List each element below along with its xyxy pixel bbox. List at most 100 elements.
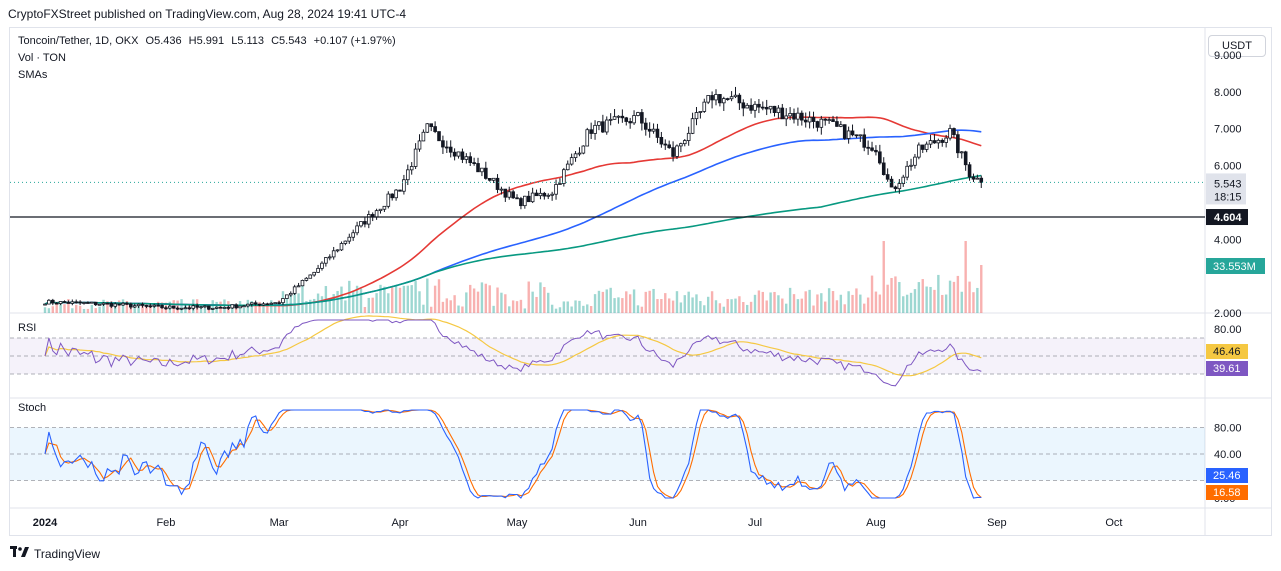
volume-bar: [519, 299, 523, 313]
candle-body: [398, 189, 402, 192]
rsi-line: [44, 319, 982, 387]
volume-bar: [422, 304, 425, 313]
volume-bar: [625, 291, 628, 313]
currency-button[interactable]: USDT: [1208, 35, 1266, 57]
candle-body: [476, 163, 480, 173]
brand[interactable]: TradingView: [10, 546, 100, 561]
candle-body: [238, 305, 242, 309]
volume-bar: [309, 299, 312, 313]
volume-bar: [831, 291, 835, 313]
time-axis-label: 2024: [33, 517, 58, 529]
candle-body: [347, 236, 352, 242]
volume-bar: [671, 300, 675, 313]
price-tick-label: 6.000: [1214, 161, 1242, 173]
candle-body: [675, 145, 679, 157]
volume-bar: [593, 294, 597, 313]
volume-bar: [402, 285, 406, 313]
volume-bar: [312, 298, 316, 313]
candle-body: [944, 137, 948, 143]
candle-body: [296, 285, 301, 288]
candle-body: [269, 302, 274, 305]
volume-bar: [488, 285, 491, 313]
volume-bar: [679, 302, 683, 313]
candle-body: [526, 195, 531, 203]
candle-body: [74, 301, 79, 304]
volume-legend[interactable]: Vol · TON: [18, 52, 66, 64]
candle-body: [191, 305, 196, 309]
sma-legend[interactable]: SMAs: [18, 69, 48, 81]
volume-bar: [757, 290, 761, 313]
candle-body: [714, 94, 718, 101]
symbol-name[interactable]: Toncoin/Tether, 1D, OKX: [18, 35, 139, 47]
rsi-tick-label: 80.00: [1214, 324, 1242, 336]
candle-body: [581, 145, 586, 154]
volume-bar: [457, 305, 460, 313]
candle-body: [854, 134, 859, 137]
candle-body: [667, 144, 671, 149]
candle-body: [761, 106, 765, 109]
candle-body: [889, 178, 894, 188]
volume-bar: [820, 293, 823, 313]
candle-body: [597, 121, 601, 126]
volume-bar: [133, 303, 136, 313]
volume-bar: [851, 294, 854, 313]
rsi-ma-badge: [1206, 344, 1248, 359]
candle-body: [390, 193, 394, 199]
volume-bar: [106, 301, 109, 313]
volume-bar: [714, 300, 718, 313]
candle-body: [956, 134, 960, 154]
candle-body: [725, 98, 730, 100]
candle-body: [546, 194, 551, 197]
rsi-label[interactable]: RSI: [18, 322, 37, 334]
volume-bar: [234, 306, 238, 313]
volume-bar: [242, 307, 246, 313]
candle-body: [433, 126, 437, 132]
volume-bar: [621, 298, 624, 313]
volume-bar: [781, 298, 784, 313]
candle-body: [800, 112, 804, 121]
volume-bar: [976, 287, 979, 313]
candle-body: [43, 303, 47, 306]
candle-body: [136, 303, 141, 307]
volume-bar: [664, 293, 667, 313]
stoch-d-value-label: 16.58: [1213, 487, 1241, 499]
candle-body: [97, 303, 102, 306]
volume-bar: [149, 304, 152, 313]
volume-bar: [90, 304, 94, 313]
candle-body: [179, 307, 184, 310]
volume-bar: [898, 282, 901, 313]
candle-body: [441, 140, 445, 148]
candle-body: [484, 167, 488, 179]
candle-body: [940, 139, 945, 143]
candle-body: [628, 121, 632, 124]
candle-body: [905, 165, 909, 178]
volume-bar: [156, 301, 160, 313]
volume-bar: [574, 300, 577, 313]
candle-body: [304, 277, 309, 281]
volume-bar: [839, 294, 843, 313]
candle-body: [530, 192, 535, 203]
candle-body: [554, 184, 558, 195]
volume-bar: [944, 294, 948, 313]
candle-body: [780, 107, 785, 120]
candle-body: [58, 301, 63, 304]
candle-body: [870, 147, 874, 151]
candle-body: [82, 302, 86, 304]
candle-body: [706, 95, 710, 103]
volume-bar: [418, 291, 421, 313]
candle-body: [394, 189, 398, 199]
candle-body: [909, 164, 913, 167]
stoch-d-line: [44, 409, 982, 499]
candle-body: [901, 176, 906, 184]
volume-bar: [86, 308, 90, 313]
candle-body: [312, 271, 316, 276]
candle-body: [386, 193, 391, 207]
candle-body: [445, 146, 449, 149]
volume-bar: [570, 306, 573, 313]
candle-body: [523, 195, 527, 207]
candle-body: [230, 304, 235, 309]
stoch-label[interactable]: Stoch: [18, 402, 47, 414]
volume-bar: [792, 294, 796, 313]
candle-body: [663, 143, 668, 146]
